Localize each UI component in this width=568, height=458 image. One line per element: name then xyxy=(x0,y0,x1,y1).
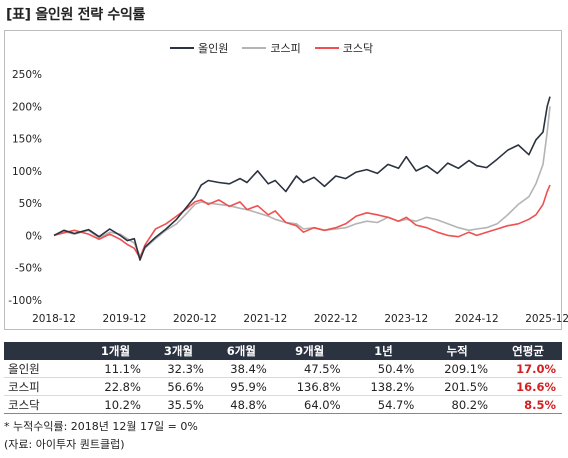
series-line-allinone xyxy=(53,96,551,261)
table-header-cumulative: 누적 xyxy=(420,342,495,360)
source-note: (자료: 아이투자 퀀트클럽) xyxy=(4,438,125,451)
legend-item: 코스피 xyxy=(242,40,301,56)
legend-label: 코스닥 xyxy=(342,42,374,55)
series-line-kosdaq xyxy=(53,184,551,259)
table-header-9m: 9개월 xyxy=(272,342,347,360)
table-cell: 138.2% xyxy=(346,377,421,396)
legend-swatch xyxy=(242,47,267,49)
table-cell: 80.2% xyxy=(420,395,495,414)
row-label: 올인원 xyxy=(4,360,84,378)
legend-item: 코스닥 xyxy=(314,40,374,56)
table-cell: 136.8% xyxy=(272,377,347,396)
legend-label: 코스피 xyxy=(270,42,301,55)
line-chart: -100% -50% 0% 50% 100% 150% 200% 250% 2018-12 201… xyxy=(8,69,568,325)
table-cell: 95.9% xyxy=(209,377,273,396)
table-header-blank xyxy=(4,342,84,360)
table-cell: 10.2% xyxy=(84,395,147,414)
table-cell: 56.6% xyxy=(146,377,210,396)
row-label: 코스피 xyxy=(4,377,84,396)
y-tick-label: 250% xyxy=(12,69,42,81)
table-cell: 64.0% xyxy=(272,395,347,414)
y-tick-label: 100% xyxy=(12,166,42,178)
page-title: [표] 올인원 전략 수익률 xyxy=(6,7,146,23)
y-tick-label: 50% xyxy=(19,198,42,210)
table-header-1y: 1년 xyxy=(346,342,421,360)
x-tick-label: 2025-12 xyxy=(525,313,568,325)
table-cell: 54.7% xyxy=(346,395,421,414)
table-row: 코스닥 10.2% 35.5% 48.8% 64.0% 54.7% 80.2% … xyxy=(4,395,562,414)
y-tick-label: 0% xyxy=(25,230,42,242)
x-tick-label: 2018-12 xyxy=(32,313,76,325)
table-row: 올인원 11.1% 32.3% 38.4% 47.5% 50.4% 209.1%… xyxy=(4,360,562,378)
table-cell: 38.4% xyxy=(209,360,273,378)
chart-legend: 올인원 코스피 코스닥 xyxy=(170,40,373,56)
table-header-1m: 1개월 xyxy=(84,342,147,360)
chart-frame xyxy=(4,30,562,330)
y-tick-label: 200% xyxy=(12,101,42,113)
table-row: 코스피 22.8% 56.6% 95.9% 136.8% 138.2% 201.… xyxy=(4,377,562,396)
returns-table: 1개월 3개월 6개월 9개월 1년 누적 연평균 올인원 11.1% 32.3… xyxy=(4,342,562,414)
table-cell: 47.5% xyxy=(272,360,347,378)
table-cell: 11.1% xyxy=(84,360,147,378)
footnote: * 누적수익률: 2018년 12월 17일 = 0% xyxy=(4,420,198,433)
table-cell: 35.5% xyxy=(146,395,210,414)
table-header-row: 1개월 3개월 6개월 9개월 1년 누적 연평균 xyxy=(4,342,562,360)
x-tick-label: 2020-12 xyxy=(173,313,217,325)
table-cell: 209.1% xyxy=(420,360,495,378)
table-cell: 22.8% xyxy=(84,377,147,396)
x-tick-label: 2023-12 xyxy=(384,313,428,325)
x-tick-label: 2024-12 xyxy=(455,313,499,325)
annual-return-cell: 8.5% xyxy=(494,395,562,414)
table-header-6m: 6개월 xyxy=(209,342,273,360)
legend-item: 올인원 xyxy=(170,40,228,56)
table-header-3m: 3개월 xyxy=(146,342,210,360)
table-cell: 201.5% xyxy=(420,377,495,396)
x-tick-label: 2019-12 xyxy=(103,313,147,325)
table-cell: 50.4% xyxy=(346,360,421,378)
table-cell: 48.8% xyxy=(209,395,273,414)
y-tick-label: -100% xyxy=(8,295,42,307)
annual-return-cell: 16.6% xyxy=(494,377,562,396)
y-tick-label: -50% xyxy=(15,263,42,275)
legend-label: 올인원 xyxy=(198,42,229,55)
legend-swatch xyxy=(170,47,194,49)
annual-return-cell: 17.0% xyxy=(494,360,562,378)
row-label: 코스닥 xyxy=(4,395,84,414)
x-tick-label: 2022-12 xyxy=(314,313,358,325)
y-tick-label: 150% xyxy=(12,134,42,146)
legend-swatch xyxy=(314,47,339,49)
table-header-annual: 연평균 xyxy=(494,342,562,360)
x-tick-label: 2021-12 xyxy=(243,313,287,325)
table-cell: 32.3% xyxy=(146,360,210,378)
